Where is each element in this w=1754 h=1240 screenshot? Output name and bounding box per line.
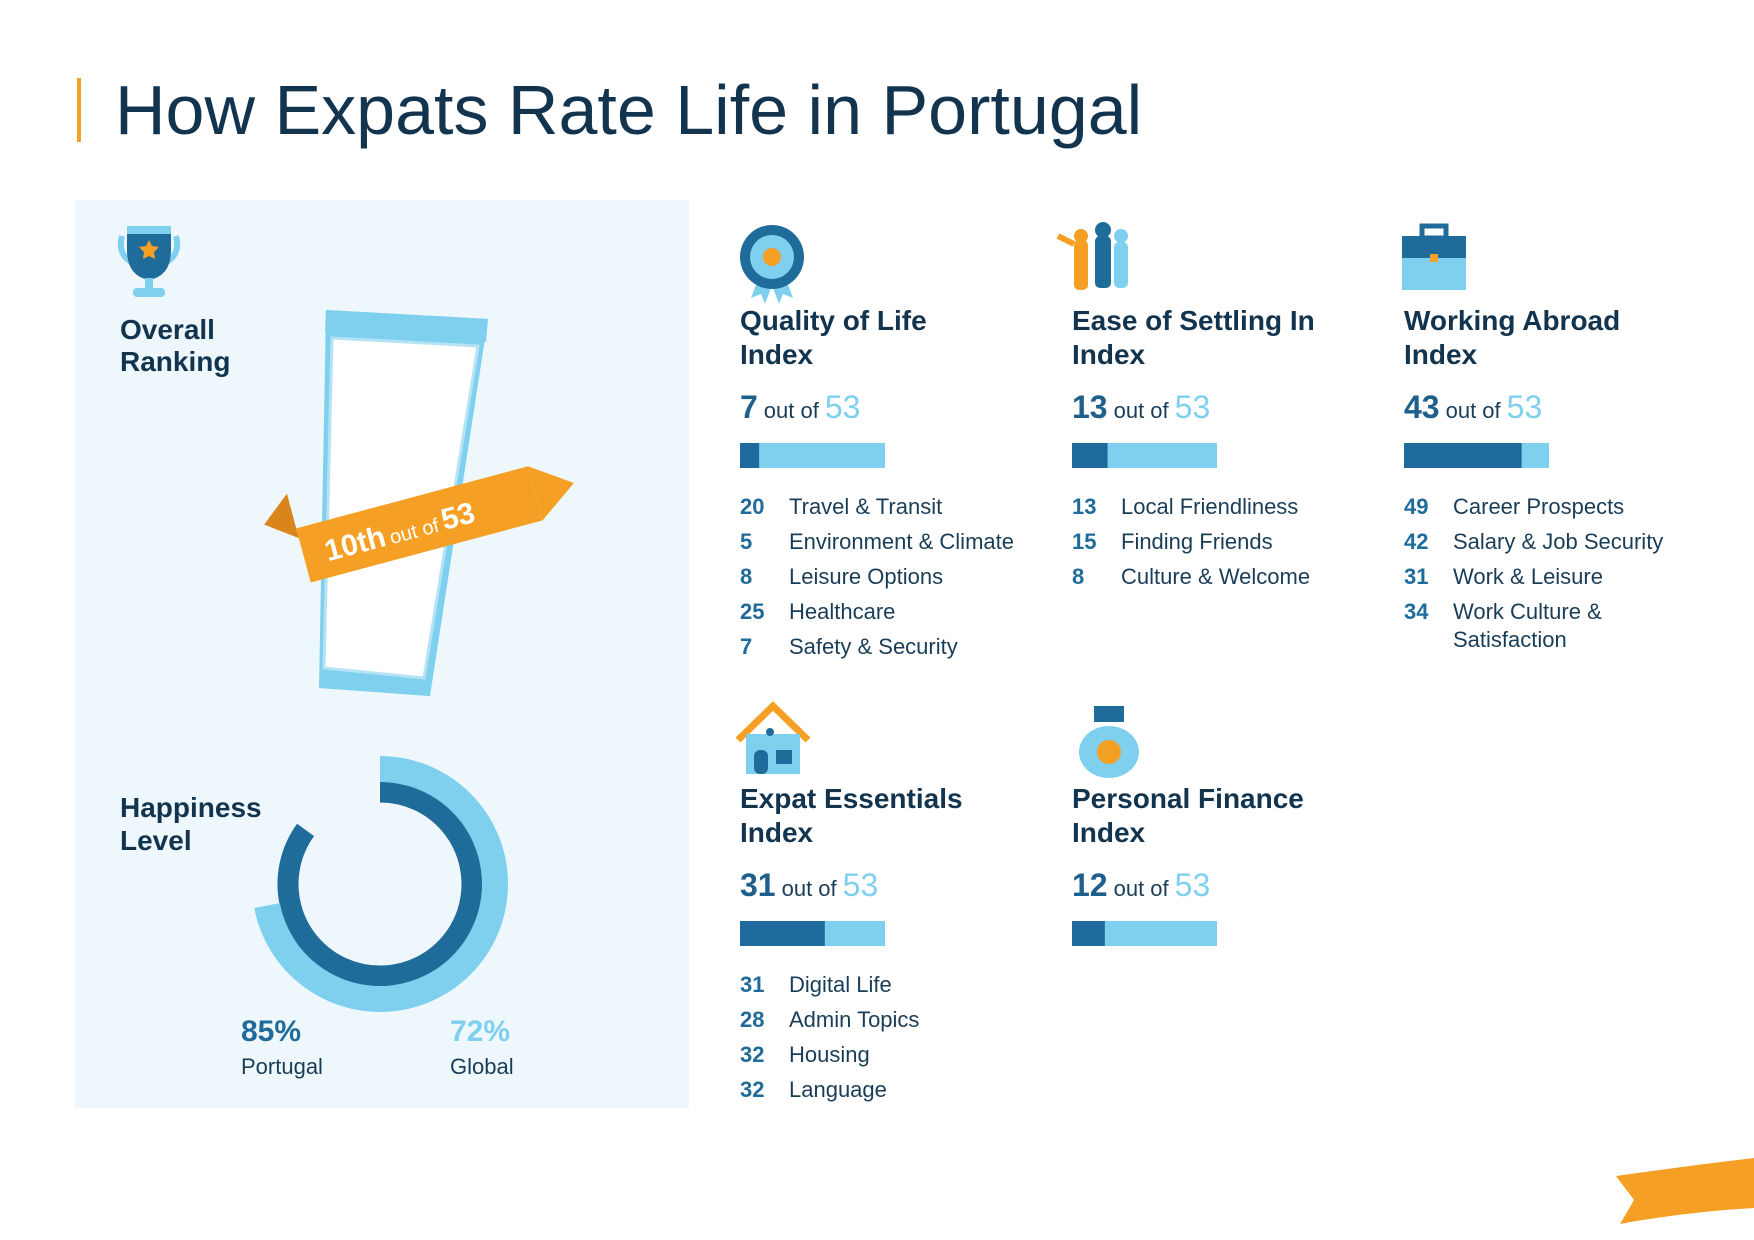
trophy-icon [117, 226, 181, 297]
sub-name: Finding Friends [1121, 529, 1273, 554]
rank-bar [740, 921, 825, 946]
sub-name: Career Prospects [1453, 494, 1624, 519]
sub-name: Safety & Security [789, 634, 958, 659]
index-score: 12 out of 53 [1072, 867, 1210, 903]
out-of: out of [1114, 398, 1170, 423]
rank-ribbon: 10th out of 53 [264, 466, 574, 583]
index-title: Index [1404, 339, 1478, 370]
sub-rank: 8 [740, 564, 752, 589]
index-rank: 31 [740, 867, 776, 903]
index-title: Personal Finance [1072, 783, 1304, 814]
sub-name: Work Culture & [1453, 599, 1602, 624]
index-total: 53 [1175, 867, 1211, 903]
sub-name: Language [789, 1077, 887, 1102]
index-score: 31 out of 53 [740, 867, 878, 903]
sub-rank: 7 [740, 634, 752, 659]
rank-bar-track [740, 443, 885, 468]
index-title: Index [740, 817, 814, 848]
sub-name: Work & Leisure [1453, 564, 1603, 589]
sub-rank: 31 [1404, 564, 1428, 589]
out-of: out of [782, 876, 838, 901]
sub-name: Local Friendliness [1121, 494, 1298, 519]
sub-rank: 34 [1404, 599, 1429, 624]
section-label: Level [120, 825, 192, 856]
sub-rank: 49 [1404, 494, 1428, 519]
sub-rank: 32 [740, 1077, 764, 1102]
rank-bar [1072, 921, 1105, 946]
sub-rank: 13 [1072, 494, 1096, 519]
essentials-icon [735, 701, 811, 774]
sub-name: Salary & Job Security [1453, 529, 1663, 554]
index-score: 43 out of 53 [1404, 389, 1542, 425]
index-rank: 12 [1072, 867, 1108, 903]
sub-name: Admin Topics [789, 1007, 919, 1032]
index-rank: 43 [1404, 389, 1440, 425]
rank-bar [740, 443, 760, 468]
title-accent [77, 78, 81, 142]
sub-rank: 8 [1072, 564, 1084, 589]
index-total: 53 [1175, 389, 1211, 425]
index-total: 53 [843, 867, 879, 903]
sub-rank: 25 [740, 599, 764, 624]
sub-name: Travel & Transit [789, 494, 942, 519]
corner-ribbon [1616, 1158, 1754, 1224]
index-score: 13 out of 53 [1072, 389, 1210, 425]
index-title: Index [1072, 817, 1146, 848]
quality-icon [740, 225, 804, 304]
index-title: Expat Essentials [740, 783, 963, 814]
index-total: 53 [825, 389, 861, 425]
finance-icon [1079, 706, 1139, 778]
sub-rank: 15 [1072, 529, 1096, 554]
sub-rank: 32 [740, 1042, 764, 1067]
happiness-name: Global [450, 1054, 514, 1079]
work-icon [1402, 223, 1466, 290]
happiness-value: 85% [241, 1015, 301, 1048]
happiness-ring [277, 781, 483, 987]
sub-rank: 20 [740, 494, 764, 519]
index-score: 7 out of 53 [740, 389, 860, 425]
index-total: 53 [1507, 389, 1543, 425]
out-of: out of [764, 398, 820, 423]
index-title: Index [740, 339, 814, 370]
sub-name: Housing [789, 1042, 870, 1067]
happiness-ring [254, 756, 508, 1012]
sub-name: Leisure Options [789, 564, 943, 589]
sub-rank: 42 [1404, 529, 1428, 554]
index-title: Index [1072, 339, 1146, 370]
index-rank: 13 [1072, 389, 1108, 425]
index-title: Ease of Settling In [1072, 305, 1315, 336]
index-title: Quality of Life [740, 305, 927, 336]
sub-rank: 31 [740, 972, 764, 997]
index-rank: 7 [740, 389, 758, 425]
section-label: Happiness [120, 792, 262, 823]
section-label: Ranking [120, 346, 230, 377]
sub-name: Environment & Climate [789, 529, 1014, 554]
sub-name: Culture & Welcome [1121, 564, 1310, 589]
section-label: Overall [120, 314, 215, 345]
sub-name: Satisfaction [1453, 627, 1567, 652]
rank-bar [1072, 443, 1108, 468]
happiness-name: Portugal [241, 1054, 323, 1079]
sub-rank: 28 [740, 1007, 764, 1032]
sub-name: Healthcare [789, 599, 895, 624]
out-of: out of [1446, 398, 1502, 423]
index-title: Working Abroad [1404, 305, 1620, 336]
settling-icon [1056, 222, 1128, 290]
page-title: How Expats Rate Life in Portugal [115, 71, 1142, 149]
rank-bar [1404, 443, 1522, 468]
sub-rank: 5 [740, 529, 752, 554]
happiness-value: 72% [450, 1015, 510, 1048]
out-of: out of [1114, 876, 1170, 901]
sub-name: Digital Life [789, 972, 892, 997]
